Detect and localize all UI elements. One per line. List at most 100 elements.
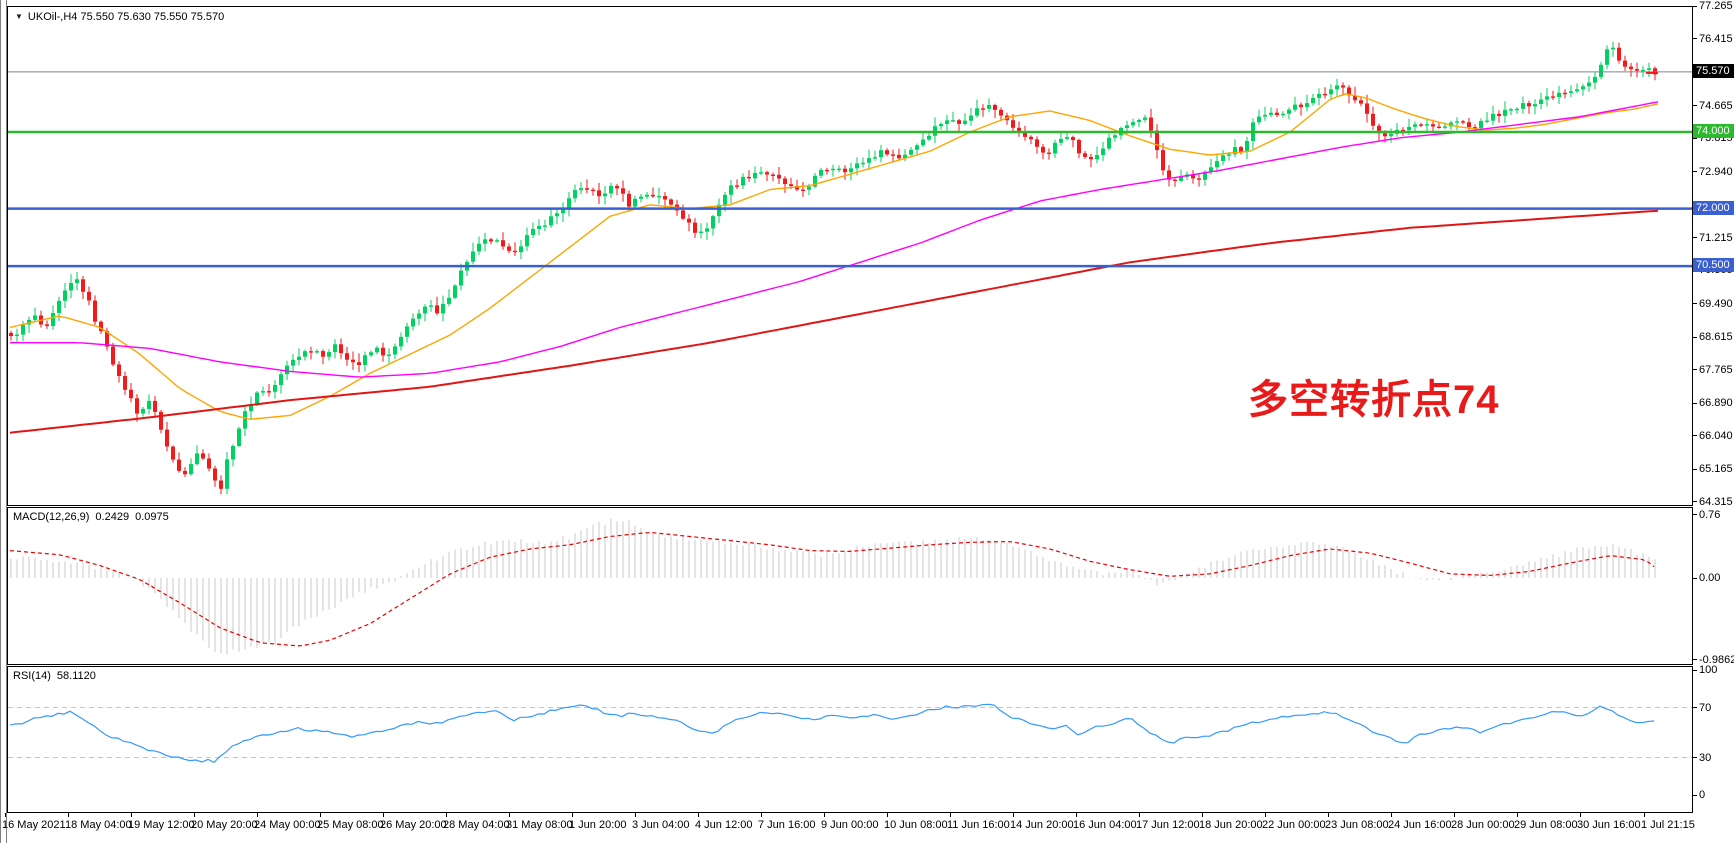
- candle-body: [657, 196, 661, 198]
- candle-body: [1095, 155, 1099, 160]
- candle-body: [1431, 124, 1435, 127]
- candle-body: [153, 400, 157, 412]
- candle-body: [1509, 109, 1513, 111]
- time-label: 28 Jun 00:00: [1451, 819, 1515, 831]
- time-label: 1 Jul 21:15: [1641, 819, 1695, 831]
- macd-tick-mark: [1693, 577, 1697, 579]
- price-tick-label: 66.890: [1699, 397, 1733, 410]
- candle-body: [579, 188, 583, 191]
- candle-body: [1533, 104, 1537, 107]
- time-tick-mark: [131, 813, 132, 817]
- candle-body: [1359, 100, 1363, 104]
- candle-body: [1425, 124, 1429, 126]
- candle-body: [1557, 92, 1561, 98]
- price-tick-mark: [1693, 336, 1697, 338]
- rsi-chart[interactable]: [8, 667, 1692, 812]
- candle-body: [765, 172, 769, 175]
- candle-body: [1179, 176, 1183, 181]
- candle-body: [195, 453, 199, 465]
- time-axis[interactable]: 16 May 2021 18 May 04:00 19 May 12:00 20 Ma…: [0, 813, 1734, 843]
- candle-body: [1083, 153, 1087, 157]
- candle-body: [831, 168, 835, 171]
- ma-fast-orange: [9, 93, 1659, 421]
- chart-dropdown-icon[interactable]: ▼: [15, 12, 23, 21]
- candle-body: [375, 347, 379, 353]
- rsi-indicator-panel[interactable]: RSI(14) 58.1120: [7, 666, 1693, 813]
- candle-body: [1341, 85, 1345, 88]
- time-tick-mark: [761, 813, 762, 817]
- candle-body: [1023, 131, 1027, 137]
- candle-body: [837, 168, 841, 171]
- candle-body: [1455, 121, 1459, 123]
- candle-body: [261, 391, 265, 393]
- candle-body: [1437, 126, 1441, 128]
- candle-body: [687, 218, 691, 223]
- candle-body: [303, 351, 307, 357]
- candle-body: [633, 198, 637, 207]
- candle-body: [369, 352, 373, 356]
- candle-body: [1605, 49, 1609, 65]
- time-tick-mark: [1076, 813, 1077, 817]
- macd-signal-line: [9, 531, 1655, 647]
- candle-body: [219, 480, 223, 489]
- candle-body: [1569, 91, 1573, 93]
- candle-body: [1593, 76, 1597, 83]
- rsi-tick-label: 100: [1699, 664, 1718, 676]
- candle-body: [447, 297, 451, 304]
- annotation-text: 多空转折点74: [1248, 378, 1500, 422]
- candle-body: [321, 351, 325, 357]
- candle-body: [1155, 130, 1159, 151]
- candle-body: [345, 353, 349, 360]
- symbol-ohlc-label: ▼ UKOil-,H4 75.550 75.630 75.550 75.570: [15, 11, 224, 23]
- candle-body: [1503, 109, 1507, 116]
- candle-body: [453, 285, 457, 298]
- candle-body: [969, 115, 973, 121]
- candle-body: [1221, 155, 1225, 162]
- candle-body: [69, 283, 73, 291]
- candle-body: [1203, 171, 1207, 180]
- candle-body: [1077, 140, 1081, 154]
- candle-body: [507, 246, 511, 251]
- time-tick-mark: [887, 813, 888, 817]
- candle-body: [33, 315, 37, 320]
- price-tick-mark: [1693, 402, 1697, 404]
- main-chart-panel[interactable]: ▼ UKOil-,H4 75.550 75.630 75.550 75.570 多…: [7, 6, 1693, 506]
- candle-body: [1209, 167, 1213, 172]
- candle-body: [783, 178, 787, 185]
- candle-body: [717, 204, 721, 217]
- candle-body: [75, 279, 79, 283]
- candle-body: [237, 428, 241, 446]
- candle-body: [615, 185, 619, 189]
- time-label: 11 Jun 16:00: [947, 819, 1010, 831]
- candle-body: [891, 154, 895, 156]
- candle-body: [1551, 96, 1555, 98]
- macd-indicator-panel[interactable]: MACD(12,26,9) 0.2429 0.0975: [7, 507, 1693, 665]
- candle-body: [483, 239, 487, 244]
- candle-body: [1353, 95, 1357, 101]
- candle-body: [1311, 97, 1315, 104]
- candlestick-chart[interactable]: [8, 7, 1692, 505]
- candle-body: [1563, 92, 1567, 95]
- candle-body: [1413, 124, 1417, 127]
- candle-body: [1239, 147, 1243, 152]
- candle-body: [141, 408, 145, 414]
- macd-chart[interactable]: [8, 508, 1692, 664]
- candle-body: [1365, 103, 1369, 114]
- price-axis[interactable]: 77.26576.41574.66573.81572.94071.21570.3…: [1693, 0, 1734, 508]
- time-tick-mark: [68, 813, 69, 817]
- macd-label: MACD(12,26,9) 0.2429 0.0975: [13, 511, 175, 523]
- time-label: 25 May 08:00: [317, 819, 384, 831]
- candle-body: [711, 216, 715, 229]
- current-price-tag: 75.570: [1693, 63, 1734, 78]
- candle-body: [1461, 121, 1465, 123]
- candle-body: [27, 319, 31, 325]
- price-tick-label: 72.940: [1699, 165, 1733, 178]
- candle-body: [1281, 113, 1285, 116]
- candle-body: [1299, 104, 1303, 108]
- candle-body: [1497, 113, 1501, 116]
- candle-body: [789, 184, 793, 186]
- price-tick-label: 68.615: [1699, 331, 1733, 344]
- candle-body: [459, 270, 463, 286]
- candle-body: [363, 355, 367, 365]
- candle-body: [1143, 117, 1147, 120]
